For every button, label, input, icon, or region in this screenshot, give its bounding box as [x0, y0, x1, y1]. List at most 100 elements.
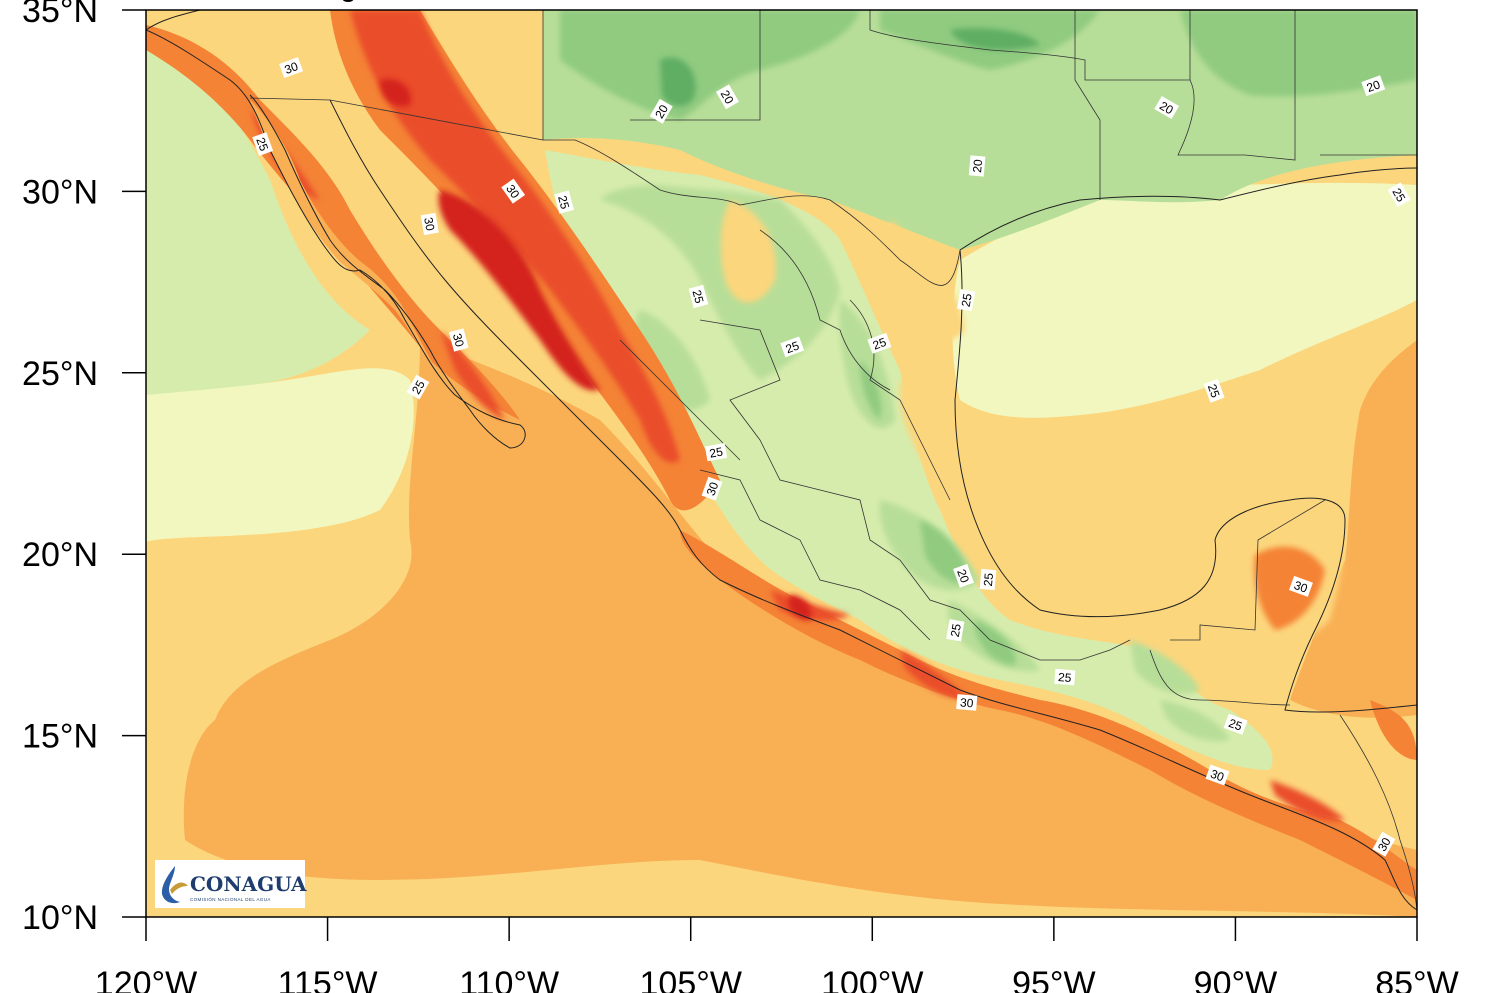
contour-label-text: 25: [555, 194, 572, 211]
contour-label-text: 20: [718, 88, 737, 107]
y-tick-label: 20°N: [22, 536, 98, 574]
contour-label: 30: [956, 694, 978, 711]
plot-frame: [145, 9, 1418, 918]
contour-label-box: [420, 212, 439, 236]
contour-label-box: [1361, 75, 1386, 97]
coastal-hot-band: [146, 10, 1417, 900]
y-tick-label: 25°N: [22, 355, 98, 393]
contour-label: 20: [953, 563, 975, 588]
contour-label-box: [501, 178, 526, 204]
contour-label-text: 25: [689, 288, 706, 305]
contour-label-text: 25: [409, 378, 428, 397]
contour-label-text: 30: [450, 332, 467, 349]
y-tick-label: 15°N: [22, 718, 98, 756]
contour-label: 20: [968, 155, 986, 177]
contour-label: 30: [701, 476, 723, 501]
gulf-cream-region: [952, 182, 1417, 418]
contour-label-box: [956, 694, 978, 711]
contour-label-box: [252, 132, 274, 157]
yucatan-hot-region: [1254, 546, 1325, 630]
x-axis: 120°W 115°W 110°W 105°W 100°W 95°W 90°W 85°W: [95, 917, 1459, 993]
contour-label-text: 25: [1227, 716, 1245, 734]
contour-label-box: [715, 84, 739, 110]
contour-label-box: [780, 336, 805, 358]
x-tick-label: 90°W: [1194, 965, 1278, 993]
contour-label-box: [1054, 668, 1076, 686]
contour-label-text: 20: [652, 102, 671, 121]
contour-label-box: [1154, 96, 1180, 120]
x-tick-label: 100°W: [821, 965, 923, 993]
contour-label-box: [953, 563, 975, 588]
contour-label-box: [688, 284, 709, 309]
contour-label-text: 25: [948, 622, 964, 638]
coastal-red-band: [250, 10, 1345, 821]
x-tick-label: 85°W: [1375, 965, 1459, 993]
contour-label-box: [946, 619, 965, 642]
logo-subtitle: COMISIÓN NACIONAL DEL AGUA: [190, 896, 271, 902]
mexico-dark-green-spots: [860, 360, 1016, 665]
contour-label-text: 25: [253, 136, 271, 154]
contour-label: 25: [688, 284, 709, 309]
contour-label: 30: [1372, 831, 1396, 857]
contour-label: 30: [501, 178, 526, 204]
contour-label-text: 25: [959, 292, 975, 308]
contour-label-box: [867, 332, 892, 354]
contour-label-box: [1223, 713, 1248, 735]
contour-label: 20: [715, 84, 739, 110]
contour-label: 25: [554, 190, 574, 214]
contour-label: 30: [448, 328, 469, 352]
political-borders: [249, 10, 1417, 911]
contour-label-box: [649, 98, 673, 124]
contour-label-box: [1372, 831, 1396, 857]
contour-label: 25: [780, 336, 805, 358]
contour-label-text: 30: [1209, 767, 1227, 785]
contour-label-box: [1289, 575, 1313, 597]
contour-label-text: 30: [959, 695, 974, 710]
contour-label-text: 25: [1389, 186, 1408, 205]
y-tick-label: 35°N: [22, 0, 98, 30]
contour-label: 25: [704, 443, 728, 462]
us-vegetation-region: [543, 10, 1417, 250]
contour-label-box: [448, 328, 469, 352]
contour-label: 25: [252, 132, 274, 157]
us-darkest-green-spot: [660, 28, 1040, 107]
contour-label: 20: [1154, 96, 1180, 120]
us-dark-green-region: [560, 10, 1417, 120]
contour-label-box: [957, 289, 976, 312]
contour-label-text: 20: [1157, 99, 1176, 118]
x-tick-label: 95°W: [1012, 965, 1096, 993]
conagua-logo: CONAGUA COMISIÓN NACIONAL DEL AGUA: [155, 860, 307, 908]
contour-label-box: [279, 57, 304, 79]
contour-label: 25: [1054, 668, 1076, 686]
pacific-cool-region: [146, 30, 370, 395]
y-tick-label: 10°N: [22, 899, 98, 937]
contour-label: 20: [649, 98, 673, 124]
contour-label: 30: [1205, 764, 1230, 786]
contour-label-text: 25: [1205, 382, 1223, 400]
contour-label-text: 20: [970, 158, 985, 173]
x-tick-label: 110°W: [459, 965, 559, 993]
contour-label: 25: [1223, 713, 1248, 735]
contour-label: 30: [1289, 575, 1313, 597]
contour-label-box: [1205, 764, 1230, 786]
x-tick-label: 105°W: [640, 965, 742, 993]
contour-label-box: [554, 190, 574, 214]
contour-label-box: [701, 476, 723, 501]
map-title-fragment: g: [340, 0, 357, 3]
x-tick-label: 115°W: [278, 965, 378, 993]
plot-area: 30 25 30 25 30 30 25 20 20 20 20 20 25 25 25 25 25 25 25 30…: [146, 10, 1417, 917]
wave-icon: [170, 882, 188, 894]
contour-label: 20: [1361, 75, 1386, 97]
contour-label: 25: [979, 568, 997, 591]
contour-label: 25: [867, 332, 892, 354]
baja-peninsula-fill: [250, 100, 525, 444]
contour-label-box: [1387, 182, 1411, 208]
pacific-cream-region: [146, 368, 414, 542]
contour-label-text: 30: [1292, 578, 1310, 596]
contour-label-text: 20: [1365, 77, 1383, 95]
contour-label-box: [1203, 378, 1225, 403]
contour-label-text: 25: [981, 572, 996, 587]
y-axis: 35°N 30°N 25°N 20°N 15°N 10°N: [22, 0, 146, 937]
contour-label-box: [968, 155, 986, 177]
